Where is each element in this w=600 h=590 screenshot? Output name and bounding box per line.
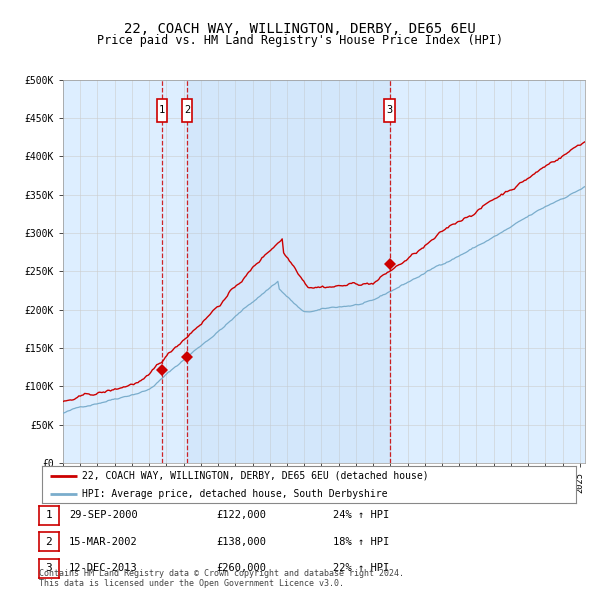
Text: 3: 3 <box>46 563 52 573</box>
FancyBboxPatch shape <box>157 99 167 122</box>
Text: 1: 1 <box>46 510 52 520</box>
Text: £122,000: £122,000 <box>216 510 266 520</box>
Text: 24% ↑ HPI: 24% ↑ HPI <box>333 510 389 520</box>
Text: 22, COACH WAY, WILLINGTON, DERBY, DE65 6EU: 22, COACH WAY, WILLINGTON, DERBY, DE65 6… <box>124 22 476 36</box>
Text: 22, COACH WAY, WILLINGTON, DERBY, DE65 6EU (detached house): 22, COACH WAY, WILLINGTON, DERBY, DE65 6… <box>82 471 428 481</box>
Bar <box>187 80 389 463</box>
Text: 3: 3 <box>386 106 393 115</box>
Text: 2: 2 <box>46 537 52 546</box>
Text: 29-SEP-2000: 29-SEP-2000 <box>69 510 138 520</box>
Text: HPI: Average price, detached house, South Derbyshire: HPI: Average price, detached house, Sout… <box>82 489 388 499</box>
Text: 15-MAR-2002: 15-MAR-2002 <box>69 537 138 546</box>
Text: 18% ↑ HPI: 18% ↑ HPI <box>333 537 389 546</box>
Text: Contains HM Land Registry data © Crown copyright and database right 2024.
This d: Contains HM Land Registry data © Crown c… <box>39 569 404 588</box>
Text: 1: 1 <box>159 106 165 115</box>
Text: £138,000: £138,000 <box>216 537 266 546</box>
Text: £260,000: £260,000 <box>216 563 266 573</box>
Text: 12-DEC-2013: 12-DEC-2013 <box>69 563 138 573</box>
FancyBboxPatch shape <box>182 99 193 122</box>
Text: Price paid vs. HM Land Registry's House Price Index (HPI): Price paid vs. HM Land Registry's House … <box>97 34 503 47</box>
Text: 2: 2 <box>184 106 190 115</box>
Text: 22% ↑ HPI: 22% ↑ HPI <box>333 563 389 573</box>
FancyBboxPatch shape <box>385 99 395 122</box>
